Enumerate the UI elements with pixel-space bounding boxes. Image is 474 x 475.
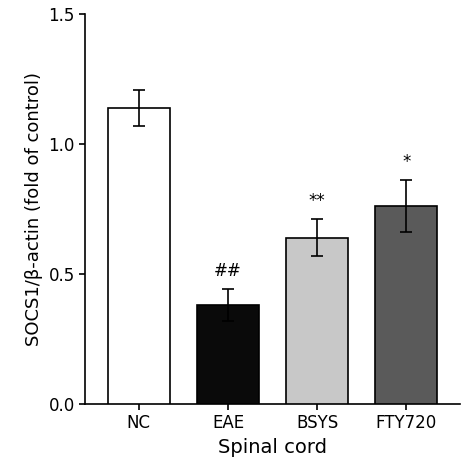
Text: ##: ## <box>214 262 242 280</box>
Bar <box>108 108 170 404</box>
X-axis label: Spinal cord: Spinal cord <box>218 438 327 457</box>
Bar <box>375 207 438 404</box>
Bar <box>286 238 348 404</box>
Y-axis label: SOCS1/β-actin (fold of control): SOCS1/β-actin (fold of control) <box>25 72 43 346</box>
Bar <box>197 305 259 404</box>
Text: *: * <box>402 153 410 171</box>
Text: **: ** <box>309 192 326 210</box>
